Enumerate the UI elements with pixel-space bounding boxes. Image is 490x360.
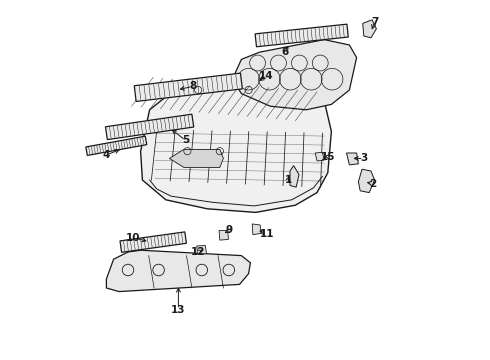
Text: 9: 9 (225, 225, 232, 235)
Polygon shape (363, 20, 376, 38)
Text: 2: 2 (369, 179, 376, 189)
Text: 10: 10 (126, 233, 141, 243)
Polygon shape (232, 40, 357, 110)
Polygon shape (120, 232, 186, 252)
Text: 1: 1 (285, 175, 292, 185)
Polygon shape (105, 114, 194, 140)
Text: 4: 4 (103, 150, 110, 160)
Text: 15: 15 (320, 152, 335, 162)
Polygon shape (290, 166, 299, 187)
Polygon shape (86, 136, 147, 156)
Polygon shape (358, 169, 374, 193)
Text: 14: 14 (259, 71, 274, 81)
Text: 3: 3 (360, 153, 368, 163)
Polygon shape (134, 73, 243, 102)
Text: 11: 11 (259, 229, 274, 239)
Text: 13: 13 (171, 305, 186, 315)
Text: 5: 5 (182, 135, 189, 145)
Polygon shape (255, 24, 348, 47)
Text: 7: 7 (371, 17, 378, 27)
Polygon shape (106, 250, 250, 292)
Polygon shape (197, 246, 206, 254)
Text: 6: 6 (281, 47, 288, 57)
Text: 8: 8 (189, 81, 196, 91)
Polygon shape (252, 224, 261, 235)
Polygon shape (141, 77, 331, 212)
Text: 12: 12 (191, 247, 205, 257)
Polygon shape (346, 153, 358, 165)
Polygon shape (170, 149, 223, 167)
Polygon shape (315, 152, 324, 161)
Polygon shape (219, 230, 228, 240)
